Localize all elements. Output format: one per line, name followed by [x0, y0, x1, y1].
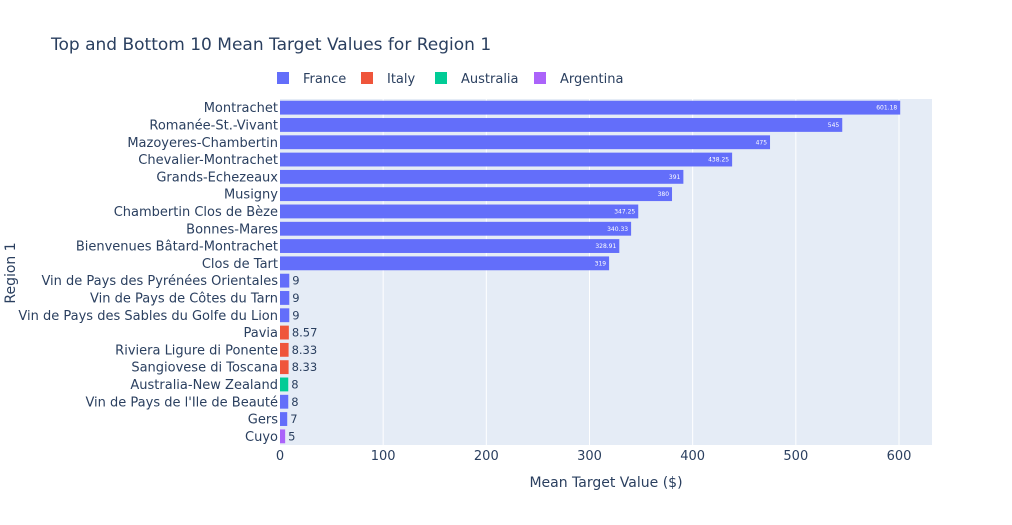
legend-item-france[interactable]: France [277, 72, 346, 87]
data-label: 5 [288, 429, 295, 443]
data-label: 9 [292, 291, 299, 305]
y-tick-label: Grands-Echezeaux [156, 170, 278, 185]
y-axis-title: Region 1 [3, 242, 19, 303]
y-tick-label: Pavia [244, 326, 279, 341]
data-label: 7 [290, 412, 297, 426]
data-label: 601.18 [876, 105, 897, 112]
data-label: 8.33 [292, 360, 318, 374]
bar-5 [280, 169, 684, 184]
data-label: 8 [291, 395, 298, 409]
y-tick-label: Clos de Tart [202, 257, 278, 272]
y-tick-label: Vin de Pays des Sables du Golfe du Lion [18, 309, 278, 324]
bar-2 [280, 118, 843, 132]
legend-label: Argentina [560, 72, 623, 87]
x-tick-label: 400 [680, 449, 705, 464]
bar-10 [280, 256, 610, 271]
y-tick-label: Sangiovese di Toscana [131, 361, 278, 376]
bar-18 [280, 394, 289, 409]
data-label: 475 [756, 139, 768, 146]
bar-16 [280, 360, 289, 375]
legend-label: France [303, 72, 346, 87]
y-tick-label: Musigny [224, 188, 278, 203]
legend-swatch [277, 72, 289, 84]
bar-11 [280, 273, 290, 288]
data-labels: 601.18 545 475 438.25 391 380 347.25 340.33 328.… [288, 105, 897, 444]
y-tick-label: Vin de Pays des Pyrénées Orientales [41, 274, 278, 289]
y-tick-label: Chambertin Clos de Bèze [114, 205, 278, 220]
x-axis-title: Mean Target Value ($) [529, 475, 682, 491]
legend-item-australia[interactable]: Australia [435, 72, 519, 87]
chart-title: Top and Bottom 10 Mean Target Values for… [50, 35, 491, 55]
x-tick-label: 100 [371, 449, 396, 464]
y-axis-tick-labels: Montrachet Romanée-St.-Vivant Mazoyeres-Ch… [18, 101, 278, 445]
legend-item-argentina[interactable]: Argentina [534, 72, 623, 87]
y-tick-label: Cuyo [245, 430, 278, 445]
data-label: 545 [828, 122, 840, 129]
bar-7 [280, 204, 639, 219]
y-tick-label: Montrachet [204, 101, 278, 116]
x-tick-label: 200 [474, 449, 499, 464]
bar-4 [280, 152, 733, 167]
data-label: 9 [292, 308, 299, 322]
bar-3 [280, 135, 771, 150]
x-axis-tick-labels: 0 100 200 300 400 500 600 [276, 449, 912, 464]
y-tick-label: Bonnes-Mares [186, 222, 278, 237]
legend-label: Australia [461, 72, 519, 87]
legend-swatch [534, 72, 546, 84]
data-label: 438.25 [708, 157, 729, 164]
bar-13 [280, 308, 290, 323]
y-tick-label: Mazoyeres-Chambertin [127, 136, 278, 151]
legend-item-italy[interactable]: Italy [361, 72, 416, 87]
data-label: 340.33 [607, 226, 628, 233]
y-tick-label: Bienvenues Bâtard-Montrachet [76, 240, 278, 255]
data-label: 380 [658, 191, 670, 198]
legend-swatch [435, 72, 447, 84]
bar-14 [280, 325, 289, 340]
y-tick-label: Romanée-St.-Vivant [149, 118, 278, 133]
y-tick-label: Chevalier-Montrachet [138, 153, 278, 168]
bar-15 [280, 342, 289, 357]
bar-8 [280, 221, 632, 236]
bar-1 [280, 100, 901, 115]
y-tick-label: Riviera Ligure di Ponente [115, 343, 278, 358]
data-label: 8.57 [292, 326, 318, 340]
data-label: 347.25 [614, 208, 635, 215]
data-label: 8.33 [292, 343, 318, 357]
legend: France Italy Australia Argentina [277, 72, 623, 87]
y-tick-label: Vin de Pays de Côtes du Tarn [90, 291, 278, 306]
bar-17 [280, 377, 289, 392]
legend-swatch [361, 72, 373, 84]
x-tick-label: 0 [276, 449, 284, 464]
y-tick-label: Vin de Pays de l'Ile de Beauté [85, 395, 278, 410]
data-label: 9 [292, 274, 299, 288]
y-tick-label: Gers [248, 413, 278, 428]
bar-20 [280, 429, 286, 444]
bar-9 [280, 239, 620, 253]
legend-label: Italy [387, 72, 416, 87]
x-tick-label: 500 [783, 449, 808, 464]
data-label: 319 [595, 260, 607, 267]
bar-12 [280, 291, 290, 305]
bars [280, 100, 901, 444]
x-tick-label: 300 [577, 449, 602, 464]
x-tick-label: 600 [887, 449, 912, 464]
y-tick-label: Australia-New Zealand [130, 378, 278, 393]
data-label: 328.91 [595, 243, 616, 250]
bar-6 [280, 187, 673, 202]
bar-19 [280, 412, 288, 426]
data-label: 391 [669, 174, 681, 181]
plot-area [280, 99, 932, 445]
data-label: 8 [291, 377, 298, 391]
